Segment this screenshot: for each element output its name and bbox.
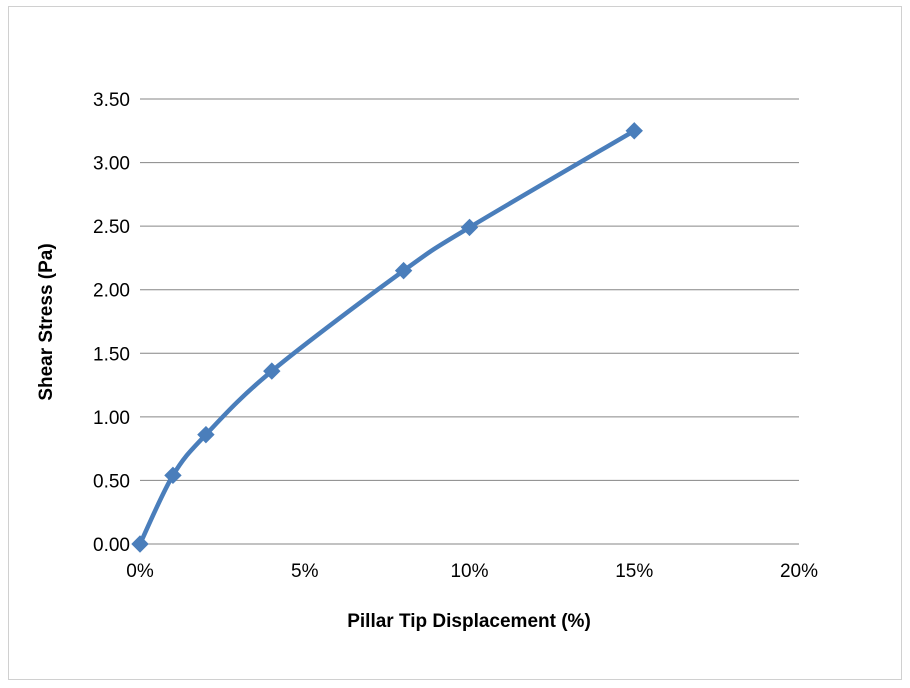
series-group [131, 122, 643, 553]
y-tick-label: 0.50 [93, 471, 130, 492]
y-axis-title: Shear Stress (Pa) [36, 243, 57, 400]
x-tick-label: 15% [615, 561, 653, 582]
x-tick-label: 10% [450, 561, 488, 582]
data-point-marker [394, 261, 413, 280]
x-tick-label: 0% [126, 561, 154, 582]
data-point-marker [164, 466, 182, 485]
y-tick-label: 1.50 [93, 344, 130, 365]
x-tick-label: 5% [291, 561, 319, 582]
data-point-marker [197, 425, 215, 444]
y-tick-label: 2.00 [93, 281, 130, 302]
x-axis-title: Pillar Tip Displacement (%) [347, 611, 591, 632]
y-tick-label: 2.50 [93, 217, 130, 238]
data-point-marker [460, 218, 479, 237]
chart-frame [8, 6, 902, 680]
gridlines [140, 98, 799, 545]
data-point-marker [131, 535, 149, 553]
y-tick-label: 1.00 [93, 408, 130, 429]
data-point-marker [625, 122, 643, 140]
data-point-marker [263, 362, 281, 380]
y-tick-label: 3.00 [93, 154, 130, 175]
x-tick-label: 20% [780, 561, 818, 582]
x-axis-tick-labels: 0% 5% 10% 15% 20% [126, 561, 818, 582]
y-axis-tick-labels: 0.00 0.50 1.00 1.50 2.00 2.50 3.00 3.50 [93, 90, 130, 556]
y-tick-label: 0.00 [93, 535, 130, 556]
y-tick-label: 3.50 [93, 90, 130, 111]
series-line [137, 128, 637, 547]
